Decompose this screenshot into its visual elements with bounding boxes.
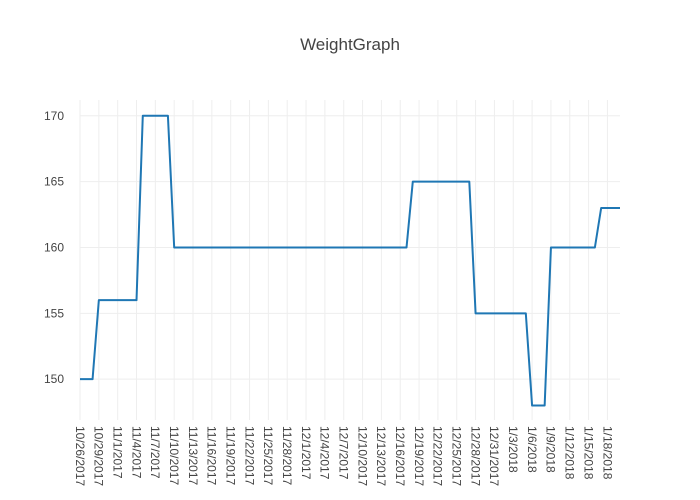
x-tick-label: 1/15/2018 (581, 426, 595, 480)
y-tick-label: 165 (44, 175, 64, 189)
x-tick-label: 12/31/2017 (487, 426, 501, 486)
x-tick-label: 1/18/2018 (600, 426, 614, 480)
x-tick-label: 12/25/2017 (450, 426, 464, 486)
x-tick-label: 12/19/2017 (412, 426, 426, 486)
x-tick-label: 12/7/2017 (337, 426, 351, 480)
x-tick-label: 1/12/2018 (563, 426, 577, 480)
y-tick-label: 170 (44, 109, 64, 123)
y-tick-label: 160 (44, 240, 64, 254)
x-tick-label: 12/4/2017 (318, 426, 332, 480)
x-tick-label: 12/22/2017 (431, 426, 445, 486)
x-tick-label: 11/10/2017 (167, 426, 181, 485)
x-tick-label: 11/22/2017 (242, 426, 256, 485)
x-axis-ticks: 10/26/2017 10/29/2017 11/1/2017 11/4/2017 11… (73, 426, 614, 486)
x-tick-label: 1/3/2018 (506, 426, 520, 473)
x-tick-label: 11/4/2017 (129, 426, 143, 479)
x-tick-label: 12/28/2017 (468, 426, 482, 486)
x-tick-label: 12/13/2017 (374, 426, 388, 486)
x-tick-label: 11/1/2017 (110, 426, 124, 479)
y-tick-label: 150 (44, 372, 64, 386)
x-tick-label: 11/19/2017 (223, 426, 237, 485)
x-tick-label: 10/29/2017 (92, 426, 106, 486)
x-tick-label: 11/13/2017 (186, 426, 200, 485)
x-tick-label: 12/10/2017 (355, 426, 369, 486)
grid-layer (79, 100, 620, 420)
x-tick-label: 12/1/2017 (299, 426, 313, 480)
x-tick-label: 1/9/2018 (544, 426, 558, 473)
series-line (80, 114, 620, 407)
x-tick-label: 11/25/2017 (261, 426, 275, 485)
series-layer (80, 114, 620, 407)
chart-title: WeightGraph (300, 35, 400, 54)
x-tick-label: 11/7/2017 (148, 426, 162, 479)
x-tick-label: 11/28/2017 (280, 426, 294, 485)
y-tick-label: 155 (44, 306, 64, 320)
x-tick-label: 10/26/2017 (73, 426, 87, 486)
y-axis-ticks: 150 155 160 165 170 (44, 109, 64, 386)
x-tick-label: 1/6/2018 (525, 426, 539, 473)
x-tick-label: 11/16/2017 (205, 426, 219, 485)
x-tick-label: 12/16/2017 (393, 426, 407, 486)
